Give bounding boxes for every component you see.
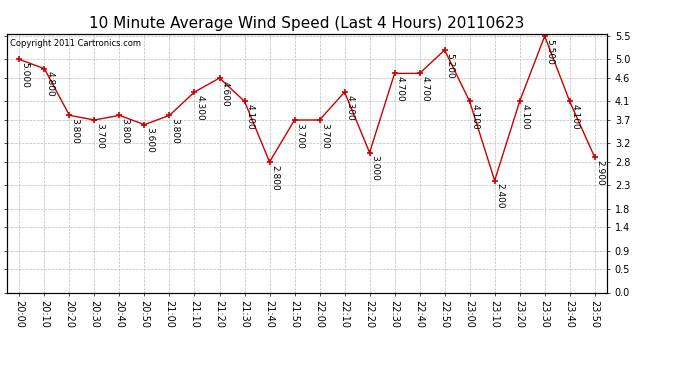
Text: 3.700: 3.700 [95,123,104,148]
Text: 5.000: 5.000 [21,62,30,88]
Text: 5.500: 5.500 [546,39,555,65]
Text: 2.400: 2.400 [495,183,504,209]
Text: 4.800: 4.800 [46,72,55,97]
Text: 3.700: 3.700 [295,123,304,148]
Text: 2.900: 2.900 [595,160,604,186]
Text: 4.100: 4.100 [471,104,480,130]
Text: 3.600: 3.600 [146,128,155,153]
Text: 3.800: 3.800 [70,118,79,144]
Text: 4.100: 4.100 [571,104,580,130]
Text: 3.800: 3.800 [121,118,130,144]
Text: 4.300: 4.300 [346,95,355,120]
Text: 3.000: 3.000 [371,155,380,181]
Text: 4.100: 4.100 [246,104,255,130]
Text: 3.800: 3.800 [170,118,179,144]
Text: 4.100: 4.100 [521,104,530,130]
Text: 5.200: 5.200 [446,53,455,79]
Text: 4.700: 4.700 [421,76,430,102]
Text: Copyright 2011 Cartronics.com: Copyright 2011 Cartronics.com [10,39,141,48]
Title: 10 Minute Average Wind Speed (Last 4 Hours) 20110623: 10 Minute Average Wind Speed (Last 4 Hou… [90,16,524,31]
Text: 2.800: 2.800 [270,165,279,190]
Text: 4.300: 4.300 [195,95,204,120]
Text: 4.700: 4.700 [395,76,404,102]
Text: 3.700: 3.700 [321,123,330,148]
Text: 4.600: 4.600 [221,81,230,106]
